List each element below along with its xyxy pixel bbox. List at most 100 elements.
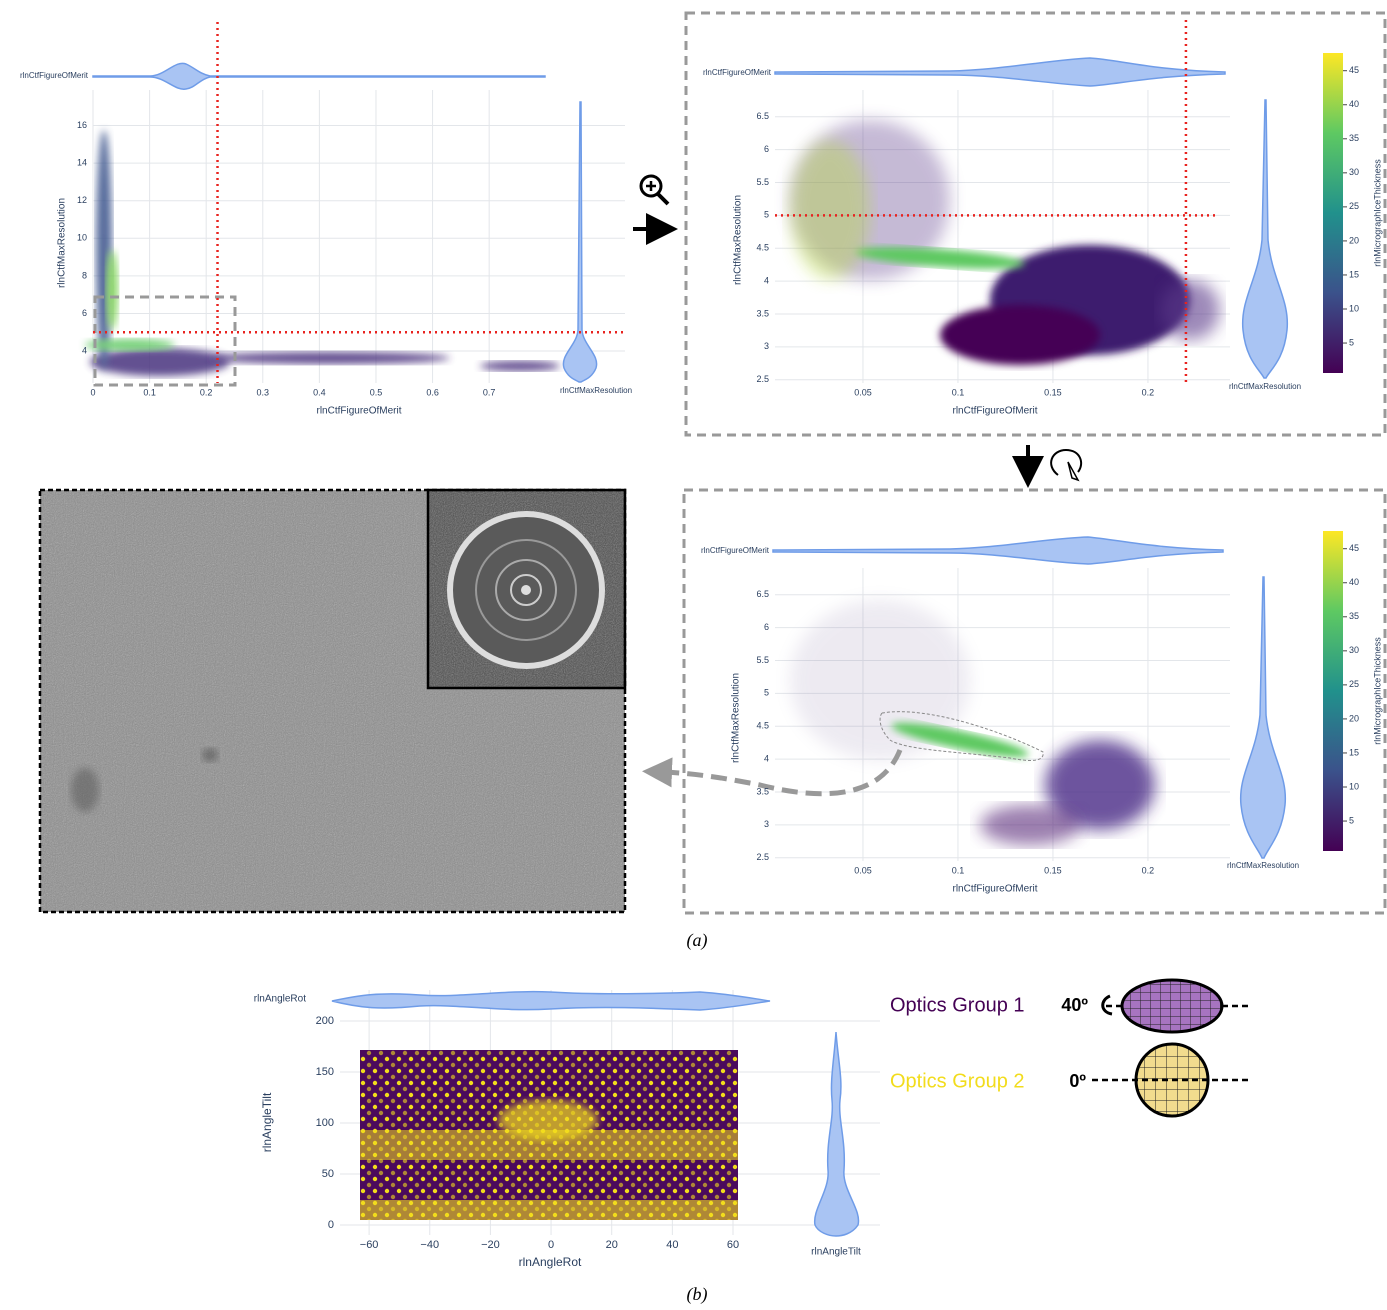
colorbar-tick-label: 40 [1349,99,1359,109]
colorbar-tick-label: 25 [1349,679,1359,689]
x-axis-label: rlnCtfFigureOfMerit [316,406,401,417]
y-tick-label: 6.5 [756,111,769,121]
y-tick-label: 4 [82,345,87,355]
y-tick-label: 5.5 [756,177,769,187]
y-tick-label: 4 [764,753,769,763]
violin [92,62,546,90]
x-tick-label: 0.4 [313,387,326,397]
y-tick-label: 150 [316,1066,334,1078]
y-axis-label: rlnAngleTilt [260,1092,274,1152]
colorbar-tick-label: 20 [1349,713,1359,723]
x-tick-label: 0.1 [143,387,156,397]
y-tick-label: 5 [764,688,769,698]
violin [774,57,1226,87]
violin-label: rlnCtfFigureOfMerit [701,546,770,555]
colorbar-tick-label: 40 [1349,577,1359,587]
x-tick-label: 0.7 [483,387,496,397]
colorbar-tick-label: 45 [1349,65,1359,75]
violin-label: rlnAngleRot [254,994,306,1005]
colorbar-tick-label: 5 [1349,815,1354,825]
x-tick-label: 0.2 [1142,865,1155,875]
y-tick-label: 2.5 [756,374,769,384]
overview-cloud [85,130,560,376]
x-tick-label: −20 [481,1239,500,1251]
x-tick-label: 0.1 [952,865,965,875]
x-axis-label: rlnCtfFigureOfMerit [952,884,1037,895]
colorbar-tick-label: 10 [1349,303,1359,313]
y-axis-label: rlnCtfMaxResolution [57,198,68,288]
caption: (b) [687,1284,708,1305]
x-tick-label: 0.5 [370,387,383,397]
y-tick-label: 50 [322,1168,334,1180]
violin [331,990,771,1011]
violin [772,536,1224,565]
x-axis-label: rlnAngleRot [519,1255,582,1269]
y-tick-label: 3 [764,341,769,351]
colorbar-tick-label: 45 [1349,543,1359,553]
y-tick-label: 6 [82,308,87,318]
colorbar-tick-label: 35 [1349,611,1359,621]
x-tick-label: 0.15 [1044,387,1062,397]
x-tick-label: 0.2 [200,387,213,397]
y-tick-label: 4.5 [756,243,769,253]
x-tick-label: 40 [666,1239,678,1251]
violin [1239,576,1287,859]
colorbar-tick-label: 20 [1349,235,1359,245]
x-tick-label: 0.15 [1044,865,1062,875]
x-tick-label: 0.1 [952,387,965,397]
violin-label: rlnCtfMaxResolution [1227,861,1299,870]
y-tick-label: 3.5 [756,308,769,318]
y-tick-label: 10 [77,233,87,243]
y-tick-label: 0 [328,1219,334,1231]
colorbar-tick-label: 10 [1349,781,1359,791]
y-tick-label: 6 [764,622,769,632]
x-tick-label: 60 [727,1239,739,1251]
colorbar-label: rlnMicrographIceThickness [1372,159,1382,267]
colorbar-tick-label: 15 [1349,269,1359,279]
colorbar-label: rlnMicrographIceThickness [1372,637,1382,745]
selected-cloud [790,600,1155,845]
violin [814,1031,860,1237]
x-tick-label: 0.05 [854,387,872,397]
zoom-region [93,295,237,387]
y-tick-label: 16 [77,120,87,130]
colorbar-tick-label: 25 [1349,201,1359,211]
violin-label: rlnCtfFigureOfMerit [20,71,89,80]
y-tick-label: 200 [316,1015,334,1027]
x-tick-label: 0 [90,387,95,397]
x-axis-label: rlnCtfFigureOfMerit [952,406,1037,417]
y-axis-label: rlnCtfMaxResolution [731,673,742,763]
x-tick-label: 0 [548,1239,554,1251]
violin-label: rlnCtfFigureOfMerit [703,68,772,77]
legend-entry: Optics Group 1 [890,994,1025,1016]
y-tick-label: 12 [77,195,87,205]
y-tick-label: 6 [764,144,769,154]
y-tick-label: 6.5 [756,589,769,599]
violin-label: rlnCtfMaxResolution [560,386,632,395]
x-tick-label: −60 [360,1239,379,1251]
icons [633,174,1252,1118]
zoomed-cloud [790,120,1220,365]
y-tick-label: 2.5 [756,852,769,862]
rotation-cloud [360,1050,738,1220]
x-tick-label: 0.6 [426,387,439,397]
violin-label: rlnAngleTilt [811,1247,861,1258]
tilt-label: 0º [1069,1071,1086,1091]
legend-entry: Optics Group 2 [890,1070,1025,1092]
y-tick-label: 8 [82,270,87,280]
y-axis-label: rlnCtfMaxResolution [733,195,744,285]
caption: (a) [687,930,708,951]
x-tick-label: 20 [606,1239,618,1251]
violin-label: rlnCtfMaxResolution [1229,382,1301,391]
y-tick-label: 5 [764,210,769,220]
violin [1241,99,1289,379]
x-tick-label: −40 [420,1239,439,1251]
tilt-label: 40º [1061,995,1088,1015]
micrograph [38,488,627,914]
colorbar-tick-label: 30 [1349,167,1359,177]
y-tick-label: 3 [764,819,769,829]
colorbar [1323,531,1343,851]
x-tick-label: 0.05 [854,865,872,875]
colorbar-tick-label: 35 [1349,133,1359,143]
